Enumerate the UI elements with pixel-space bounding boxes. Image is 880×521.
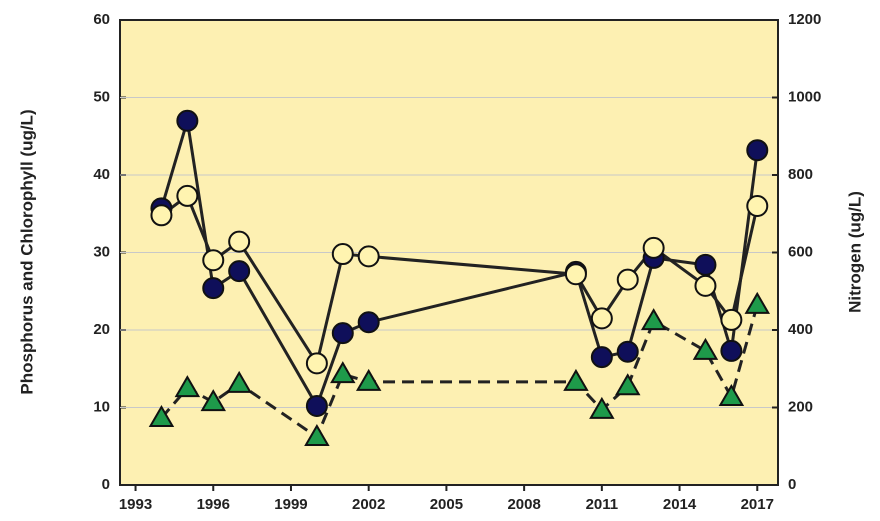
marker [616, 340, 639, 363]
series-line [160, 304, 759, 440]
y-tick-label: 30 [93, 243, 110, 260]
marker [590, 346, 613, 369]
x-tick-label: 2017 [741, 496, 774, 513]
marker [720, 339, 743, 362]
marker [616, 268, 639, 291]
marker [228, 260, 251, 283]
marker [304, 423, 330, 446]
y-tick-label: 0 [102, 476, 110, 493]
marker [305, 352, 328, 375]
marker [718, 384, 745, 407]
marker [305, 394, 328, 417]
x-tick-label: 1993 [119, 496, 152, 513]
x-tick-label: 1999 [274, 496, 307, 513]
y-tick-label: 60 [93, 11, 110, 28]
marker [228, 230, 251, 253]
marker [746, 195, 769, 217]
y2-tick-label: 0 [788, 476, 796, 493]
x-tick-label: 2002 [352, 496, 385, 513]
marker [226, 370, 252, 393]
marker [746, 139, 769, 162]
marker [150, 204, 173, 227]
marker [589, 396, 615, 419]
y2-tick-label: 400 [788, 321, 813, 338]
marker [640, 308, 667, 331]
x-tick-label: 2008 [507, 496, 540, 513]
marker [357, 311, 380, 334]
y-tick-label: 20 [93, 321, 110, 338]
y2-tick-label: 800 [788, 166, 813, 183]
marker [694, 253, 717, 276]
marker [692, 337, 719, 360]
marker [642, 236, 665, 259]
marker [200, 389, 226, 412]
x-tick-label: 2005 [430, 496, 463, 513]
marker [174, 375, 201, 398]
marker [176, 184, 199, 207]
y-axis-title: Phosphorus and Chlorophyll (ug/L) [17, 109, 36, 394]
marker [357, 245, 380, 268]
marker [694, 274, 717, 297]
y-tick-label: 50 [93, 88, 110, 105]
marker [615, 373, 641, 396]
y-tick-label: 40 [93, 166, 110, 183]
y2-tick-label: 1000 [788, 88, 821, 105]
marker [148, 404, 175, 427]
y-tick-label: 10 [93, 398, 110, 415]
x-tick-label: 1996 [197, 496, 230, 513]
y2-axis-title: Nitrogen (ug/L) [845, 191, 864, 313]
marker [331, 243, 354, 266]
marker [564, 263, 587, 286]
marker [330, 361, 356, 384]
y2-tick-label: 600 [788, 243, 813, 260]
y2-tick-label: 1200 [788, 11, 821, 28]
marker [202, 249, 225, 272]
marker [331, 322, 354, 345]
marker [720, 308, 743, 331]
marker [176, 109, 199, 132]
x-tick-label: 2011 [586, 496, 619, 513]
x-tick-label: 2014 [663, 496, 697, 513]
marker [355, 368, 382, 391]
marker [744, 291, 771, 314]
marker [590, 307, 613, 330]
marker [563, 368, 589, 391]
y2-tick-label: 200 [788, 398, 813, 415]
marker [202, 277, 225, 300]
